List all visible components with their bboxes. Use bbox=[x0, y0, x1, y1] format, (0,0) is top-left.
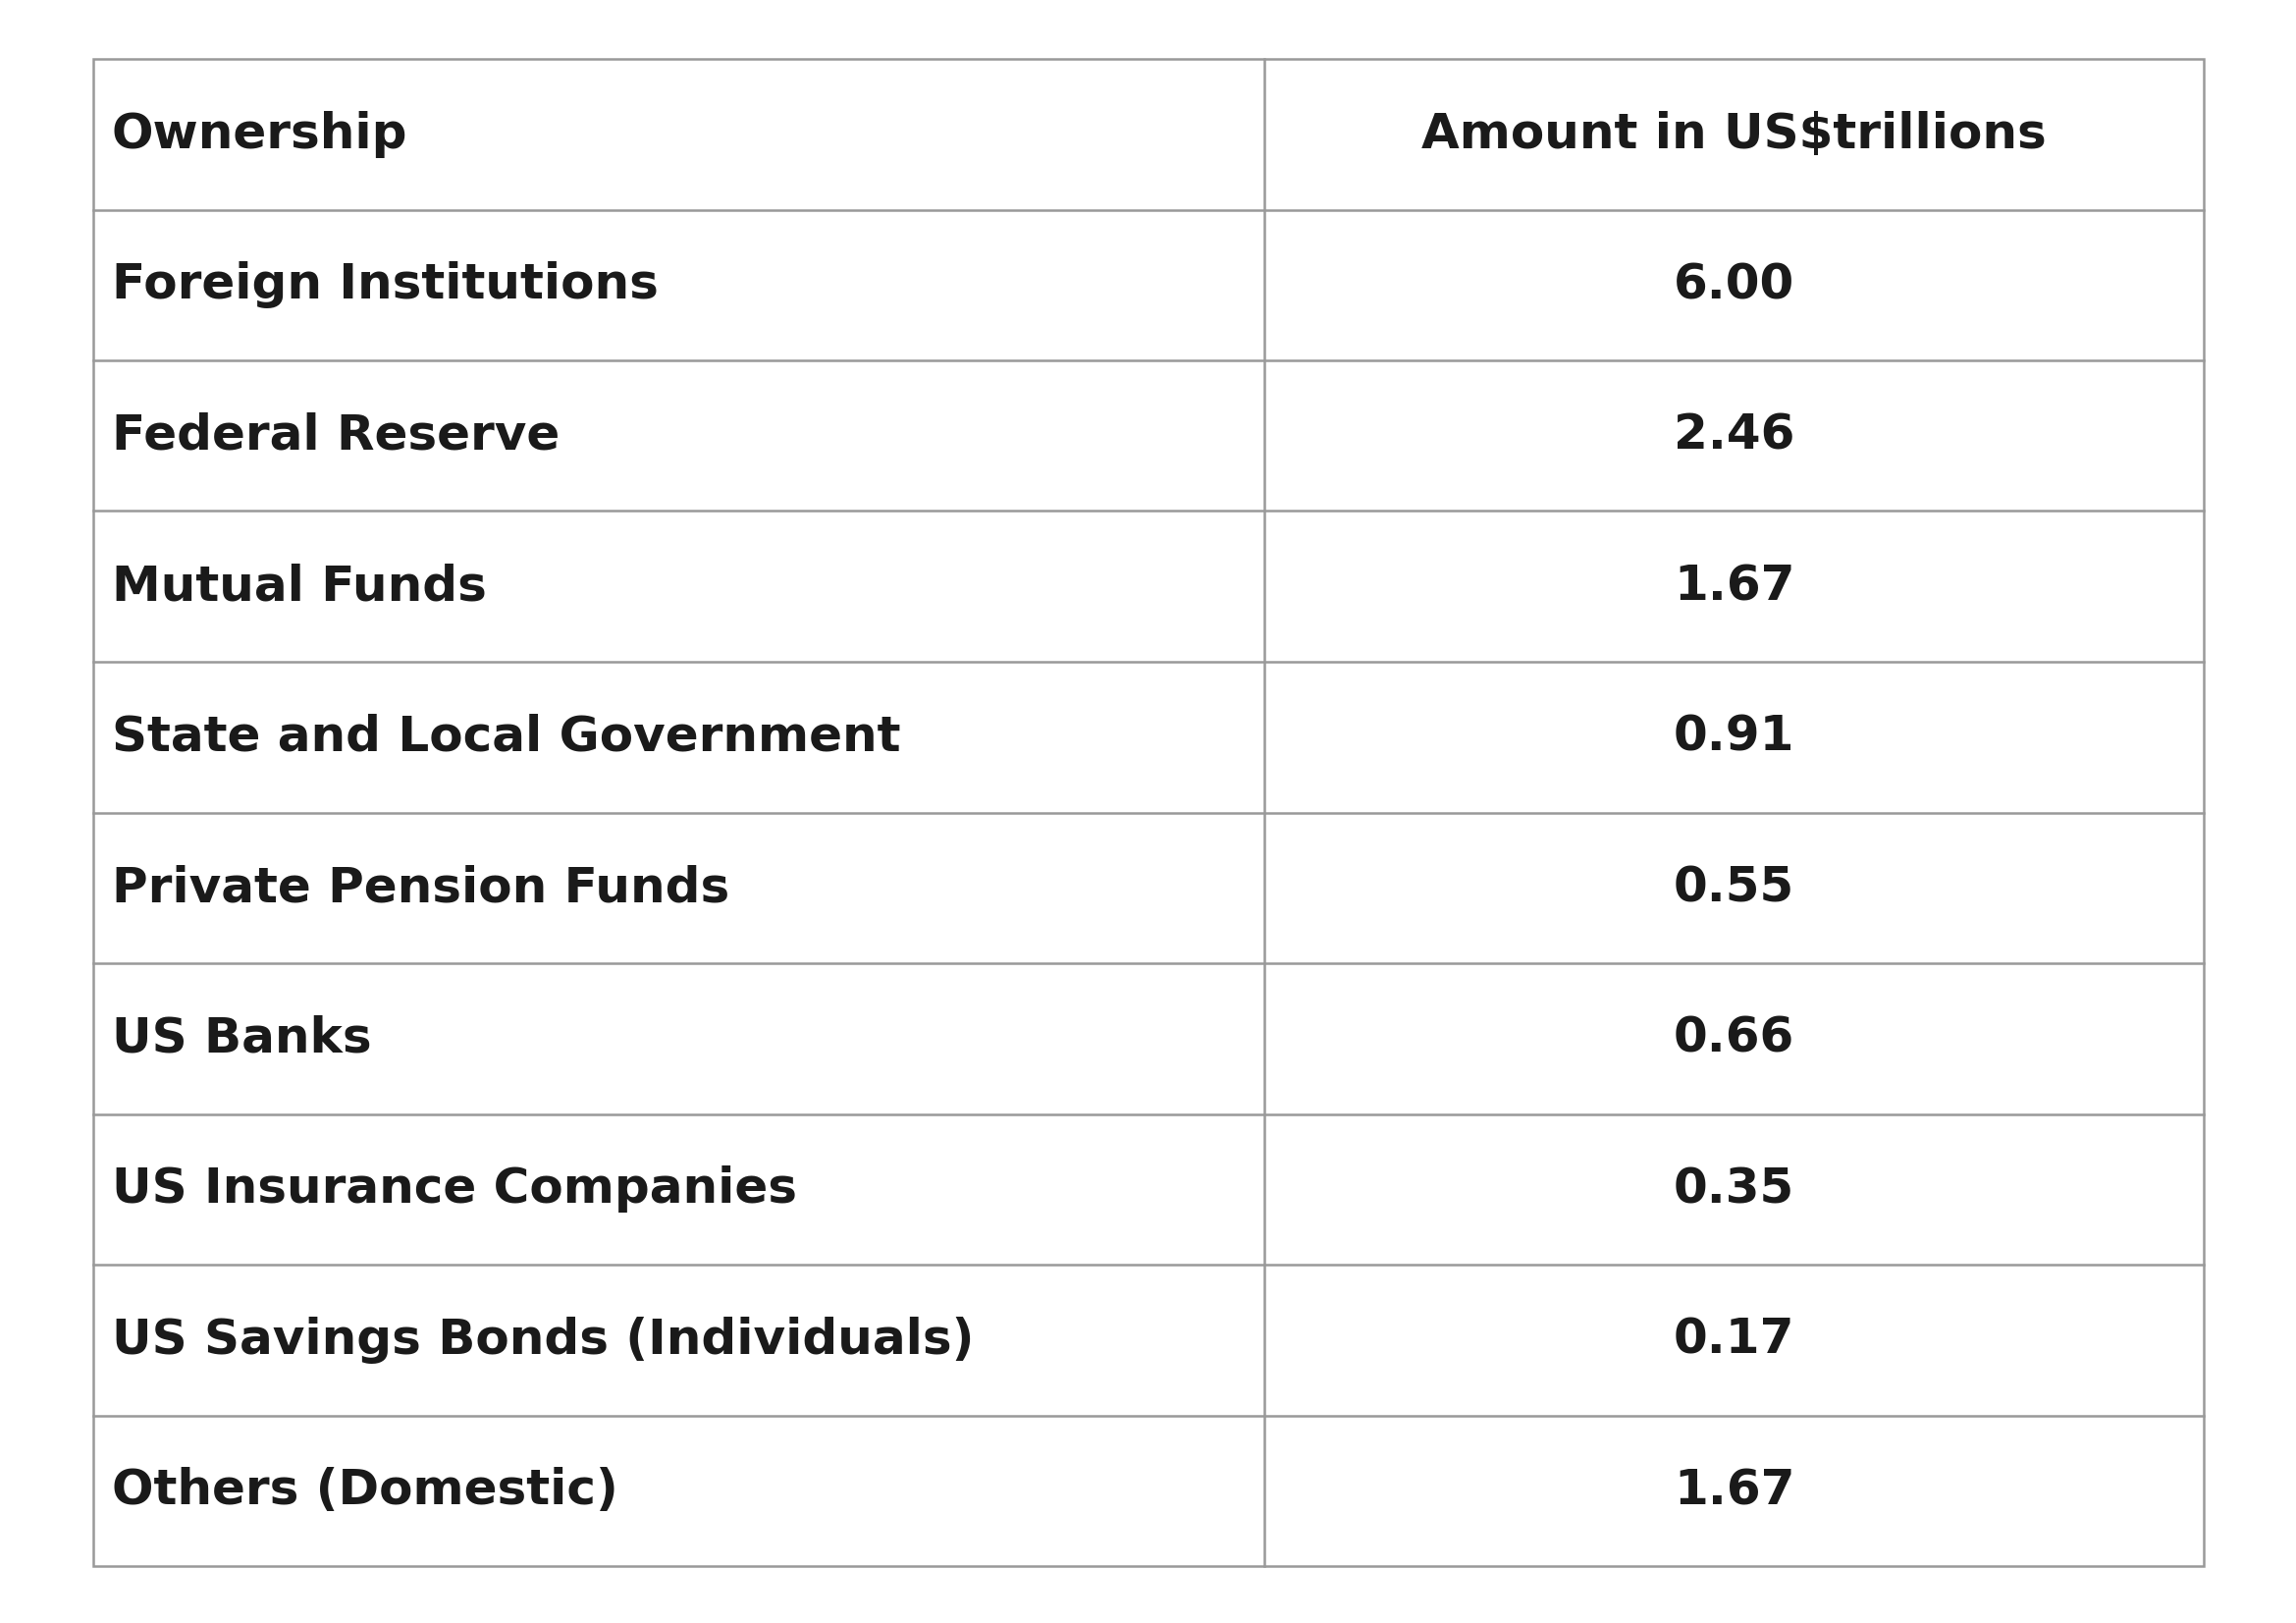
Text: 0.35: 0.35 bbox=[1674, 1165, 1795, 1212]
Text: US Banks: US Banks bbox=[113, 1014, 372, 1061]
Text: 0.66: 0.66 bbox=[1674, 1014, 1795, 1061]
Text: Ownership: Ownership bbox=[113, 110, 409, 157]
Text: Private Pension Funds: Private Pension Funds bbox=[113, 865, 730, 912]
Text: 1.67: 1.67 bbox=[1674, 1467, 1795, 1514]
Text: State and Local Government: State and Local Government bbox=[113, 714, 900, 761]
Text: 0.91: 0.91 bbox=[1674, 714, 1795, 761]
Text: 6.00: 6.00 bbox=[1674, 261, 1795, 308]
Text: Others (Domestic): Others (Domestic) bbox=[113, 1467, 618, 1514]
Text: 2.46: 2.46 bbox=[1674, 412, 1795, 459]
Text: US Insurance Companies: US Insurance Companies bbox=[113, 1165, 797, 1212]
Text: 0.17: 0.17 bbox=[1674, 1316, 1795, 1363]
Text: Foreign Institutions: Foreign Institutions bbox=[113, 261, 659, 308]
Text: US Savings Bonds (Individuals): US Savings Bonds (Individuals) bbox=[113, 1316, 974, 1363]
Text: Mutual Funds: Mutual Funds bbox=[113, 563, 487, 610]
Text: 1.67: 1.67 bbox=[1674, 563, 1795, 610]
Text: 0.55: 0.55 bbox=[1674, 865, 1795, 912]
Text: Federal Reserve: Federal Reserve bbox=[113, 412, 560, 459]
Text: Amount in US$trillions: Amount in US$trillions bbox=[1421, 110, 2046, 157]
